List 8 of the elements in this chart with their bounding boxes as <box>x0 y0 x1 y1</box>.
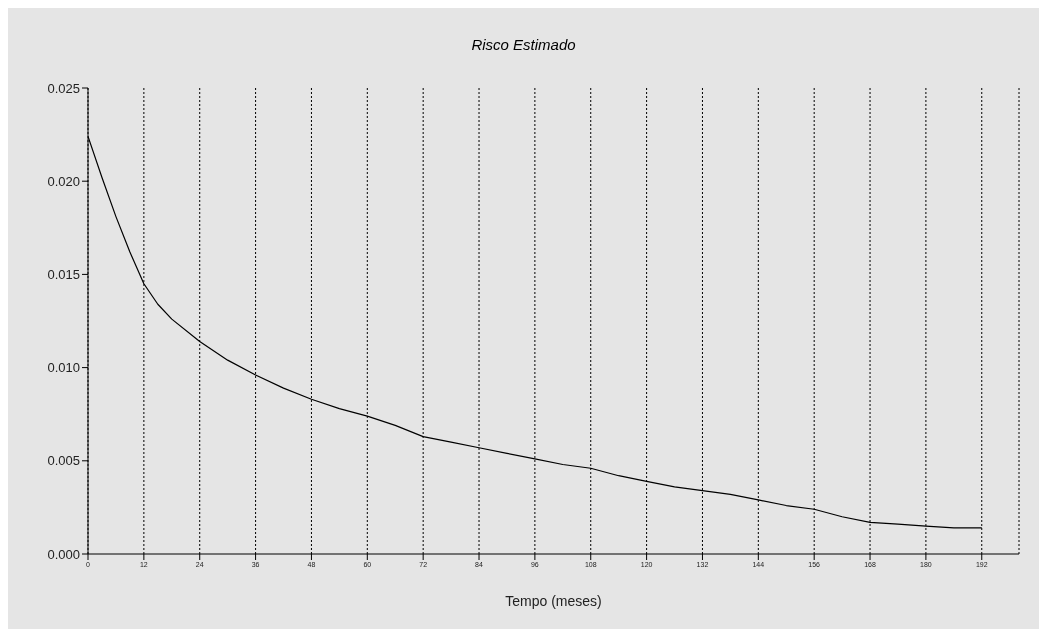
y-tick-label: 0.015 <box>47 267 80 283</box>
y-tick-label: 0.025 <box>47 80 80 96</box>
y-tick-label: 0.020 <box>47 173 80 189</box>
y-tick-label: 0.005 <box>47 453 80 469</box>
chart-title: Risco Estimado <box>470 35 577 55</box>
y-tick-label: 0.000 <box>47 546 80 562</box>
x-axis-title: Tempo (meses) <box>505 593 602 609</box>
y-tick-label: 0.010 <box>47 360 80 376</box>
